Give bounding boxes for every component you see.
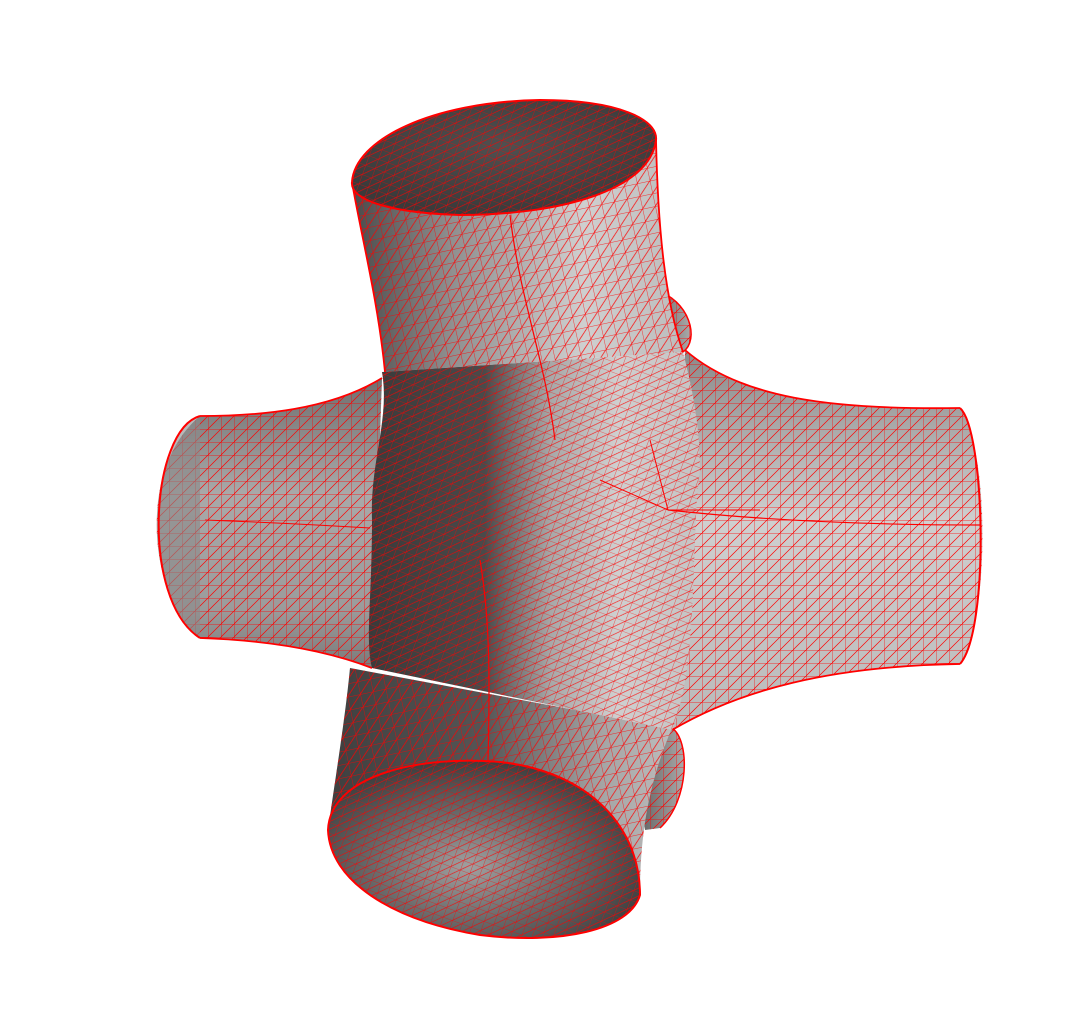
tube-right — [671, 349, 983, 731]
tube-top — [350, 98, 684, 373]
central-junction — [368, 352, 760, 730]
tube-back-bottom — [643, 727, 686, 830]
tube-left — [156, 377, 383, 669]
mesh-seams — [204, 214, 981, 761]
tube-bottom — [326, 668, 672, 940]
